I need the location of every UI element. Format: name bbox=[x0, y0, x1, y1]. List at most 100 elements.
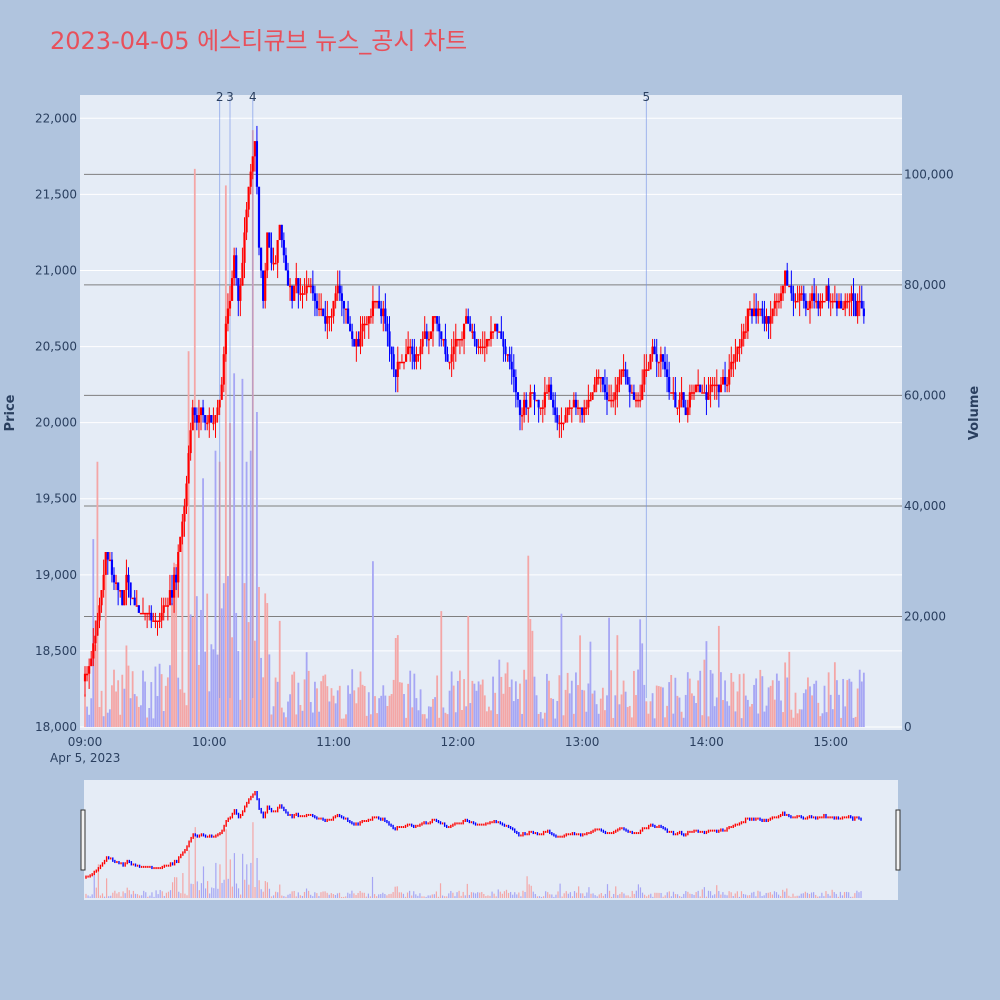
candle-body bbox=[382, 308, 385, 317]
range-slider-right-handle[interactable] bbox=[895, 809, 901, 871]
slider-volume-bar bbox=[580, 893, 582, 898]
candle-body bbox=[624, 369, 627, 377]
candle-body bbox=[784, 270, 787, 286]
slider-volume-bar bbox=[835, 893, 837, 898]
candle-body bbox=[257, 186, 261, 248]
candle-body bbox=[417, 354, 420, 356]
candle-body bbox=[796, 300, 799, 303]
slider-volume-bar bbox=[409, 890, 411, 898]
range-slider-left-handle[interactable] bbox=[80, 809, 86, 871]
slider-volume-bar bbox=[204, 888, 207, 898]
candle-body bbox=[730, 361, 733, 370]
volume-bar bbox=[407, 683, 410, 727]
volume-bar bbox=[780, 700, 782, 727]
candle-body bbox=[483, 346, 486, 349]
slider-volume-bar bbox=[596, 896, 598, 898]
candle-body bbox=[309, 285, 312, 288]
volume-bar bbox=[434, 697, 436, 727]
slider-volume-bar bbox=[782, 889, 784, 898]
candle-body bbox=[90, 658, 93, 667]
volume-bar bbox=[794, 692, 797, 727]
candle-body bbox=[123, 590, 126, 606]
range-slider[interactable] bbox=[84, 780, 898, 900]
volume-bar bbox=[260, 657, 262, 727]
slider-volume-bar bbox=[235, 883, 238, 898]
volume-bar bbox=[100, 690, 103, 727]
candle-body bbox=[489, 331, 493, 339]
candle-body bbox=[485, 338, 488, 347]
candle-body bbox=[141, 612, 145, 615]
slider-volume-bar bbox=[289, 893, 291, 898]
candle-body bbox=[276, 240, 279, 263]
volume-bar bbox=[299, 704, 302, 727]
slider-volume-bar bbox=[163, 895, 165, 898]
candle-body bbox=[390, 346, 393, 355]
slider-volume-bar bbox=[821, 892, 823, 898]
slider-volume-bar bbox=[404, 896, 407, 898]
slider-volume-bar bbox=[617, 895, 619, 898]
candle-body bbox=[570, 407, 573, 409]
volume-bar bbox=[173, 562, 175, 727]
x-tick-label: 11:00 bbox=[316, 735, 351, 749]
slider-volume-bar bbox=[345, 896, 347, 898]
volume-bar bbox=[753, 684, 755, 727]
volume-bar bbox=[430, 706, 432, 727]
slider-volume-bar bbox=[454, 896, 456, 898]
candle-body bbox=[591, 392, 594, 400]
volume-bar bbox=[697, 680, 700, 727]
slider-volume-bar bbox=[586, 892, 588, 898]
slider-volume-bar bbox=[326, 892, 328, 898]
volume-bar bbox=[705, 641, 708, 727]
slider-volume-bar bbox=[215, 862, 217, 898]
volume-bar bbox=[581, 689, 584, 727]
slider-volume-bar bbox=[332, 894, 334, 898]
candle-body bbox=[744, 331, 747, 333]
slider-volume-bar bbox=[701, 889, 703, 898]
candle-body bbox=[233, 255, 236, 279]
candle-body bbox=[237, 278, 240, 301]
volume-bar bbox=[575, 672, 577, 727]
volume-bar bbox=[421, 714, 424, 727]
volume-bar bbox=[129, 698, 132, 727]
slider-volume-bar bbox=[493, 893, 495, 898]
candle-body bbox=[334, 293, 337, 301]
volume-bar bbox=[183, 692, 186, 727]
candle-body bbox=[117, 582, 120, 591]
volume-bar bbox=[765, 705, 768, 727]
volume-bar bbox=[220, 608, 223, 727]
volume-bar bbox=[608, 617, 610, 727]
slider-volume-bar bbox=[773, 891, 776, 898]
volume-bar bbox=[769, 685, 772, 727]
slider-volume-bar bbox=[103, 896, 106, 898]
candle-body bbox=[170, 590, 174, 598]
candle-body bbox=[448, 361, 451, 364]
volume-bar bbox=[852, 717, 855, 727]
slider-volume-bar bbox=[363, 892, 365, 898]
volume-bar bbox=[523, 669, 526, 727]
slider-volume-bar bbox=[602, 895, 604, 898]
volume-bar bbox=[510, 679, 513, 727]
candle-body bbox=[344, 308, 348, 311]
candle-body bbox=[670, 392, 673, 394]
volume-bar bbox=[247, 622, 250, 727]
candle-body bbox=[763, 316, 766, 324]
slider-volume-bar bbox=[839, 891, 842, 898]
volume-bar bbox=[262, 677, 265, 727]
volume-bar bbox=[628, 705, 631, 727]
volume-bar bbox=[508, 687, 511, 727]
slider-volume-bar bbox=[792, 893, 794, 898]
slider-volume-bar bbox=[802, 893, 804, 898]
candle-body bbox=[409, 346, 412, 349]
y2-tick-label: 20,000 bbox=[904, 609, 946, 623]
slider-volume-bar bbox=[143, 890, 145, 898]
volume-bar bbox=[788, 651, 791, 727]
candle-body bbox=[315, 300, 319, 309]
candle-body bbox=[525, 399, 528, 408]
candle-body bbox=[852, 293, 855, 301]
volume-bar bbox=[347, 685, 349, 727]
slider-volume-bar bbox=[520, 896, 522, 898]
volume-bar bbox=[670, 675, 673, 727]
slider-volume-bar bbox=[551, 894, 553, 898]
slider-volume-bar bbox=[283, 896, 285, 898]
